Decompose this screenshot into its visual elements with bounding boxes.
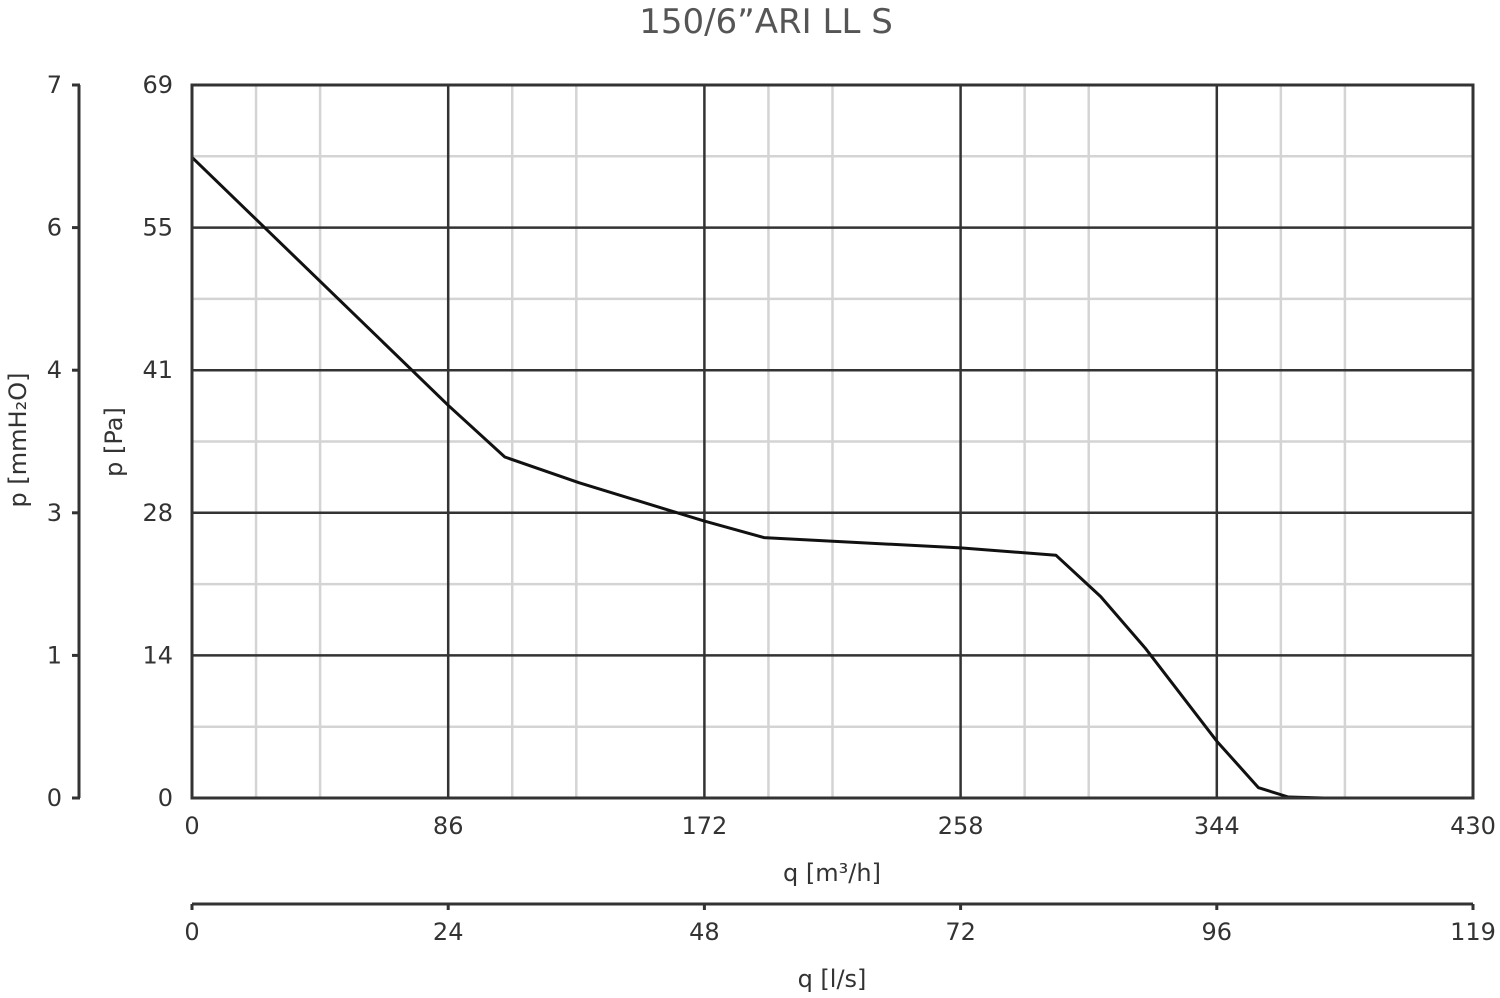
fan-curve-line bbox=[190, 156, 1325, 800]
x-tick-label-ls: 0 bbox=[184, 918, 199, 946]
y-tick-label-mmh2o: 1 bbox=[47, 641, 62, 669]
x-tick-label-m3h: 172 bbox=[681, 812, 727, 840]
x-tick-label-m3h: 0 bbox=[184, 812, 199, 840]
y-tick-label-mmh2o: 3 bbox=[47, 499, 62, 527]
x-tick-label-ls: 72 bbox=[945, 918, 976, 946]
plot-frame bbox=[190, 83, 1475, 800]
x-tick-label-ls: 24 bbox=[433, 918, 464, 946]
y-tick-label-pa: 0 bbox=[158, 784, 173, 812]
x-tick-label-ls: 96 bbox=[1202, 918, 1233, 946]
x-tick-label-ls: 48 bbox=[689, 918, 720, 946]
x-tick-label-m3h: 430 bbox=[1450, 812, 1496, 840]
x-axis-title-m3h: q [m³/h] bbox=[783, 859, 881, 887]
y-tick-label-pa: 14 bbox=[142, 641, 173, 669]
x-tick-label-m3h: 258 bbox=[938, 812, 984, 840]
y-tick-label-pa: 55 bbox=[142, 214, 173, 242]
grid bbox=[192, 85, 1473, 798]
y-tick-label-mmh2o: 7 bbox=[47, 71, 62, 99]
y-axis-title-mmh2o: p [mmH₂O] bbox=[4, 373, 32, 508]
x-tick-label-ls: 119 bbox=[1450, 918, 1496, 946]
y-tick-label-mmh2o: 0 bbox=[47, 784, 62, 812]
y-tick-label-mmh2o: 4 bbox=[47, 356, 62, 384]
y-tick-label-pa: 28 bbox=[142, 499, 173, 527]
x-tick-label-m3h: 86 bbox=[433, 812, 464, 840]
y-tick-label-pa: 69 bbox=[142, 71, 173, 99]
axis-labels: 0 14 28 41 55 69 0 1 3 4 6 7 0 86 172 258 344 430 0 24 48 72 9… bbox=[4, 71, 1496, 993]
x-axis-title-ls: q [l/s] bbox=[798, 965, 867, 993]
y-axis-title-pa: p [Pa] bbox=[100, 407, 128, 477]
x-tick-label-m3h: 344 bbox=[1194, 812, 1240, 840]
y-tick-label-mmh2o: 6 bbox=[47, 214, 62, 242]
chart-title: 150/6”ARI LL S bbox=[639, 2, 893, 42]
y-tick-label-pa: 41 bbox=[142, 356, 173, 384]
